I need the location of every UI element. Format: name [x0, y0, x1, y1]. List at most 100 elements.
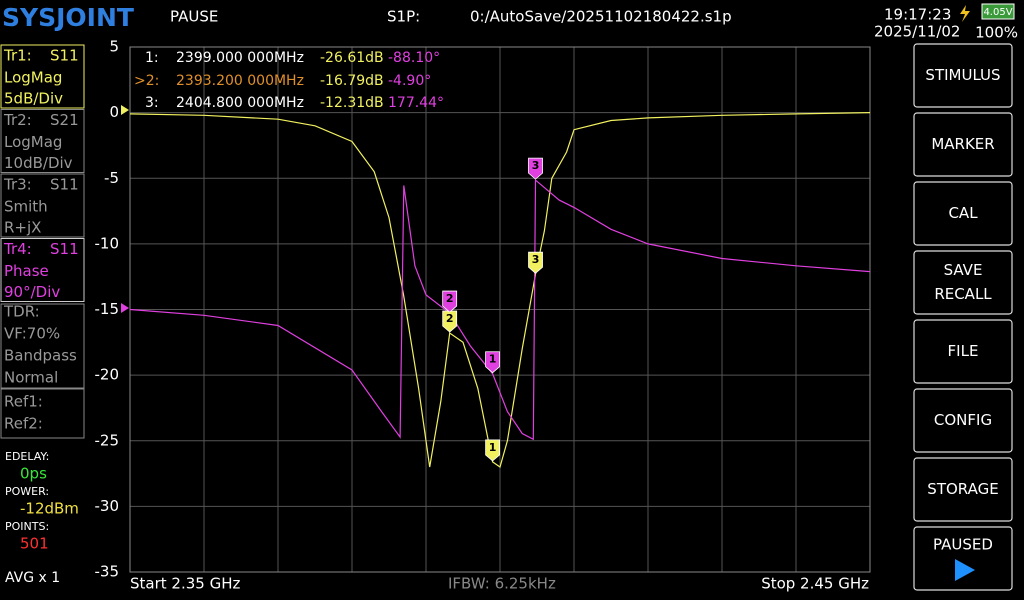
battery-percent: 100%: [975, 24, 1018, 42]
ref-line: Ref1:: [4, 393, 43, 411]
ref-line: Ref2:: [4, 415, 43, 433]
y-tick-label: -25: [95, 431, 120, 449]
battery-voltage: 4.05V: [983, 7, 1012, 18]
menu-button[interactable]: [913, 457, 1013, 522]
marker-label: 2: [446, 292, 454, 305]
logo: SYSJOINT: [2, 3, 134, 32]
setting-value: 501: [20, 535, 49, 553]
ref-marker-tr4: [121, 303, 129, 313]
trace-name: Tr4:: [3, 240, 32, 258]
marker-mag: -26.61dB: [320, 50, 384, 66]
charge-icon: [960, 5, 970, 22]
marker-freq: 2404.800 000MHz: [176, 95, 304, 111]
y-tick-label: 0: [109, 103, 119, 121]
battery: [981, 3, 1015, 20]
menu-button-label: RECALL: [934, 285, 992, 303]
marker-id: >2:: [134, 73, 159, 89]
y-tick-label: -20: [95, 366, 120, 384]
marker-id: 3:: [145, 95, 159, 111]
trace-name: Tr3:: [3, 176, 32, 194]
menu-button-label: STORAGE: [927, 480, 998, 498]
state: PAUSE: [170, 8, 218, 26]
menu-button[interactable]: [913, 319, 1013, 384]
trace: [129, 112, 871, 468]
stop-freq: Stop 2.45 GHz: [761, 575, 869, 593]
y-tick-label: -30: [95, 497, 120, 515]
menu-button[interactable]: [913, 112, 1013, 177]
marker-icon: [485, 439, 500, 462]
marker-phase: 177.44°: [388, 95, 444, 111]
setting-label: POINTS:: [5, 520, 49, 533]
setting-label: POWER:: [5, 485, 49, 498]
date: 2025/11/02: [874, 23, 960, 41]
y-tick-label: 5: [109, 38, 119, 56]
y-tick-label: -35: [95, 563, 120, 581]
menu-button-label: FILE: [948, 342, 979, 360]
trace-scale: 10dB/Div: [4, 154, 73, 172]
menu-button-label: CAL: [948, 204, 978, 222]
tdr-line: Bandpass: [4, 347, 77, 365]
marker-label: 3: [532, 159, 540, 172]
marker-icon: [442, 290, 458, 313]
marker-phase: -4.90°: [388, 73, 431, 89]
menu-button[interactable]: [913, 388, 1013, 453]
marker-icon: [528, 251, 543, 274]
plot: 5 0 -5 -10 -15 -20 -25 -30 -35 1 1 2 2 3 3 1: 2399.000 0…: [95, 38, 871, 581]
play-icon[interactable]: [955, 559, 975, 581]
trace-name: Tr2:: [3, 111, 32, 129]
trace-format: Smith: [4, 198, 48, 216]
menu-button-label: PAUSED: [933, 536, 993, 554]
marker-label: 3: [532, 253, 540, 266]
menu-button[interactable]: [913, 250, 1013, 315]
trace-param: S11: [50, 240, 79, 258]
trace-param: S11: [50, 176, 79, 194]
avg: AVG x 1: [5, 570, 60, 586]
trace-box[interactable]: [0, 109, 85, 173]
menu-button[interactable]: [913, 181, 1013, 246]
setting-label: EDELAY:: [5, 450, 49, 463]
marker-label: 1: [489, 353, 497, 366]
trace-scale: R+jX: [4, 219, 41, 237]
marker-freq: 2399.000 000MHz: [176, 50, 304, 66]
trace-scale: 90°/Div: [4, 283, 60, 301]
file-name: 0:/AutoSave/20251102180422.s1p: [470, 8, 732, 26]
marker-icon: [528, 157, 543, 180]
trace-name: Tr1:: [3, 47, 32, 65]
ifbw: IFBW: 6.25kHz: [448, 575, 556, 593]
ref-box[interactable]: [0, 388, 85, 439]
left-panel: Tr1: S11 LogMag 5dB/Div Tr2: S21 LogMag 10dB/Di…: [0, 44, 85, 553]
ref-marker-tr1: [121, 105, 129, 115]
menu-button-label: SAVE: [944, 261, 983, 279]
marker-icon: [442, 310, 458, 333]
setting-value: 0ps: [20, 465, 47, 483]
trace-format: Phase: [4, 262, 49, 280]
trace-box[interactable]: [0, 173, 85, 238]
time: 19:17:23: [884, 6, 951, 24]
marker-mag: -16.79dB: [320, 73, 384, 89]
start-freq: Start 2.35 GHz: [130, 575, 240, 593]
format: S1P:: [387, 8, 420, 26]
menu-button-label: STIMULUS: [925, 66, 1000, 84]
tdr-line: VF:70%: [4, 325, 60, 343]
marker-label: 2: [446, 312, 454, 325]
marker-label: 1: [489, 441, 497, 454]
trace-param: S21: [50, 111, 79, 129]
menu-button[interactable]: [913, 43, 1013, 108]
trace-param: S11: [50, 47, 79, 65]
menu-button-label: CONFIG: [934, 411, 992, 429]
trace-box[interactable]: [0, 44, 85, 109]
trace-box[interactable]: [0, 238, 85, 302]
marker-phase: -88.10°: [388, 50, 440, 66]
marker-mag: -12.31dB: [320, 95, 384, 111]
tdr-box[interactable]: [0, 303, 85, 389]
marker-icon: [485, 351, 500, 374]
y-tick-label: -10: [95, 234, 120, 252]
marker-id: 1:: [145, 50, 159, 66]
menu-button[interactable]: [913, 526, 1013, 591]
trace-scale: 5dB/Div: [4, 90, 63, 108]
trace: [129, 178, 871, 441]
setting-value: -12dBm: [20, 500, 79, 518]
trace-format: LogMag: [4, 69, 62, 87]
